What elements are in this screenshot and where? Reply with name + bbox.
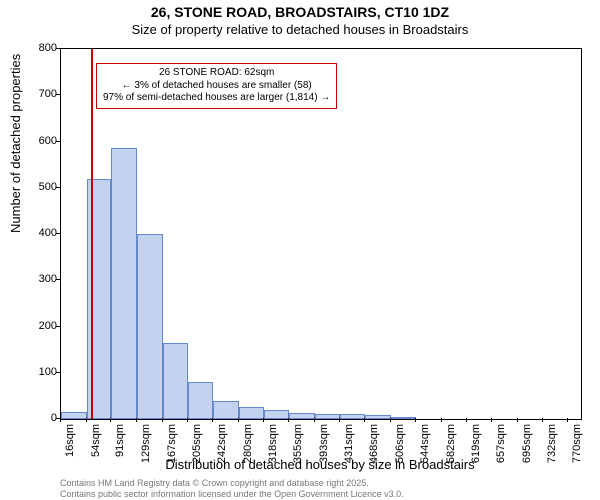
property-marker-line bbox=[91, 49, 93, 419]
y-tick-mark bbox=[56, 233, 60, 234]
x-tick-label: 54sqm bbox=[90, 424, 102, 457]
x-tick-mark bbox=[86, 418, 87, 422]
histogram-bar bbox=[213, 401, 239, 419]
y-tick-label: 600 bbox=[39, 135, 57, 147]
annotation-box: 26 STONE ROAD: 62sqm← 3% of detached hou… bbox=[96, 63, 337, 109]
histogram-bar bbox=[61, 412, 87, 419]
y-tick-mark bbox=[56, 372, 60, 373]
y-tick-label: 500 bbox=[39, 181, 57, 193]
histogram-bar bbox=[365, 415, 391, 419]
x-tick-mark bbox=[212, 418, 213, 422]
y-tick-label: 300 bbox=[39, 273, 57, 285]
y-tick-mark bbox=[56, 187, 60, 188]
x-tick-mark bbox=[187, 418, 188, 422]
x-tick-mark bbox=[390, 418, 391, 422]
histogram-bar bbox=[315, 414, 341, 419]
plot-area: 26 STONE ROAD: 62sqm← 3% of detached hou… bbox=[60, 48, 582, 420]
annotation-line-1: 26 STONE ROAD: 62sqm bbox=[103, 67, 330, 80]
histogram-bar bbox=[188, 382, 213, 419]
histogram-bar bbox=[340, 414, 365, 419]
y-tick-label: 100 bbox=[39, 366, 57, 378]
x-tick-mark bbox=[238, 418, 239, 422]
x-tick-mark bbox=[162, 418, 163, 422]
footer-copyright-1: Contains HM Land Registry data © Crown c… bbox=[60, 478, 369, 488]
x-tick-mark bbox=[314, 418, 315, 422]
y-tick-label: 200 bbox=[39, 320, 57, 332]
histogram-bar bbox=[391, 417, 417, 419]
y-tick-mark bbox=[56, 279, 60, 280]
footer-copyright-2: Contains public sector information licen… bbox=[60, 489, 404, 499]
histogram-bar bbox=[239, 407, 265, 419]
y-tick-label: 700 bbox=[39, 88, 57, 100]
y-tick-label: 400 bbox=[39, 227, 57, 239]
y-tick-label: 800 bbox=[39, 42, 57, 54]
y-axis-label: Number of detached properties bbox=[8, 54, 23, 233]
histogram-bar bbox=[163, 343, 189, 419]
x-tick-mark bbox=[542, 418, 543, 422]
x-tick-label: 91sqm bbox=[114, 424, 126, 457]
x-tick-mark bbox=[364, 418, 365, 422]
x-tick-mark bbox=[567, 418, 568, 422]
x-tick-mark bbox=[288, 418, 289, 422]
annotation-line-2: ← 3% of detached houses are smaller (58) bbox=[103, 80, 330, 93]
x-axis-label: Distribution of detached houses by size … bbox=[60, 457, 580, 472]
x-tick-mark bbox=[60, 418, 61, 422]
histogram-bar bbox=[137, 234, 163, 419]
x-tick-mark bbox=[491, 418, 492, 422]
y-tick-mark bbox=[56, 326, 60, 327]
chart-title-address: 26, STONE ROAD, BROADSTAIRS, CT10 1DZ bbox=[0, 4, 600, 20]
histogram-bar bbox=[264, 410, 289, 419]
x-tick-mark bbox=[466, 418, 467, 422]
chart-container: 26, STONE ROAD, BROADSTAIRS, CT10 1DZ Si… bbox=[0, 0, 600, 500]
histogram-bar bbox=[111, 148, 137, 419]
annotation-line-3: 97% of semi-detached houses are larger (… bbox=[103, 92, 330, 105]
x-tick-mark bbox=[517, 418, 518, 422]
x-tick-mark bbox=[110, 418, 111, 422]
x-tick-mark bbox=[441, 418, 442, 422]
y-tick-mark bbox=[56, 94, 60, 95]
x-tick-mark bbox=[415, 418, 416, 422]
x-tick-mark bbox=[263, 418, 264, 422]
chart-subtitle: Size of property relative to detached ho… bbox=[0, 22, 600, 37]
y-tick-mark bbox=[56, 48, 60, 49]
y-tick-mark bbox=[56, 141, 60, 142]
histogram-bar bbox=[289, 413, 315, 419]
x-tick-label: 16sqm bbox=[64, 424, 76, 457]
x-tick-mark bbox=[136, 418, 137, 422]
x-tick-mark bbox=[339, 418, 340, 422]
